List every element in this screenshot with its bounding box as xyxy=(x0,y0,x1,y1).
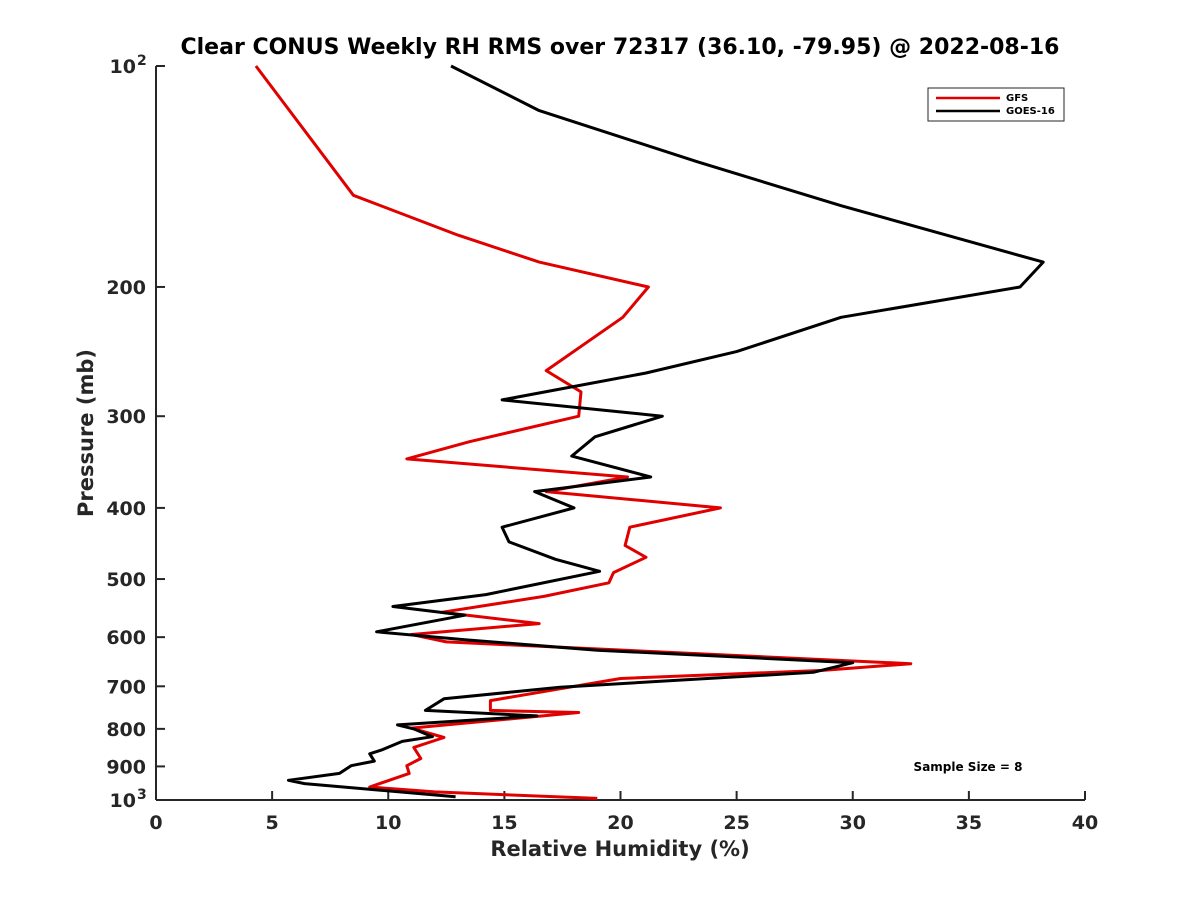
plot-background xyxy=(156,66,1085,800)
x-tick-label: 25 xyxy=(723,812,749,834)
legend-entry-gfs: GFS xyxy=(1006,93,1028,104)
y-tick-label: 400 xyxy=(106,498,146,520)
legend-entry-goes16: GOES-16 xyxy=(1006,106,1055,117)
y-tick-label: 500 xyxy=(106,569,146,591)
plot-area xyxy=(155,66,1085,801)
y-tick-label: 200 xyxy=(106,277,146,299)
y-tick-exponent: 3 xyxy=(137,787,147,803)
y-tick-exponent: 2 xyxy=(137,53,147,69)
legend-box xyxy=(927,87,1065,122)
series-line-goes16 xyxy=(286,64,1045,799)
legend: GFS GOES-16 xyxy=(927,87,1065,122)
y-tick-label: 600 xyxy=(106,627,146,649)
y-tick-label: 10 xyxy=(110,790,136,812)
y-tick-label: 700 xyxy=(106,676,146,698)
y-axis-label: Pressure (mb) xyxy=(74,349,98,517)
y-tick-label: 900 xyxy=(106,756,146,778)
y-tick-label: 10 xyxy=(110,56,136,78)
y-tick-label: 300 xyxy=(106,406,146,428)
x-tick-label: 15 xyxy=(491,812,517,834)
x-tick-label: 20 xyxy=(607,812,633,834)
chart-title: Clear CONUS Weekly RH RMS over 72317 (36… xyxy=(181,35,1060,60)
sample-size-annotation: Sample Size = 8 xyxy=(914,760,1023,774)
x-tick-label: 5 xyxy=(266,812,279,834)
x-tick-label: 40 xyxy=(1072,812,1098,834)
x-axis-ticks: 0 5 10 15 20 25 30 35 40 xyxy=(149,791,1098,834)
x-tick-label: 35 xyxy=(956,812,982,834)
series-layer xyxy=(254,64,1045,800)
x-axis-label: Relative Humidity (%) xyxy=(490,837,749,861)
x-tick-label: 0 xyxy=(149,812,162,834)
y-tick-label: 800 xyxy=(106,719,146,741)
x-tick-label: 10 xyxy=(375,812,401,834)
series-line-gfs xyxy=(254,65,913,800)
x-tick-label: 30 xyxy=(840,812,866,834)
